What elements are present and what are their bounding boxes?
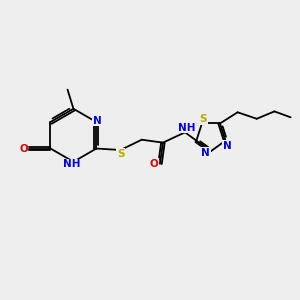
Text: N: N <box>223 141 231 151</box>
Text: O: O <box>150 159 158 169</box>
Text: O: O <box>19 143 28 154</box>
Text: NH: NH <box>178 123 195 133</box>
Text: N: N <box>201 148 210 158</box>
Text: N: N <box>93 116 101 126</box>
Text: S: S <box>200 114 207 124</box>
Text: S: S <box>117 148 124 158</box>
Text: NH: NH <box>63 159 81 169</box>
